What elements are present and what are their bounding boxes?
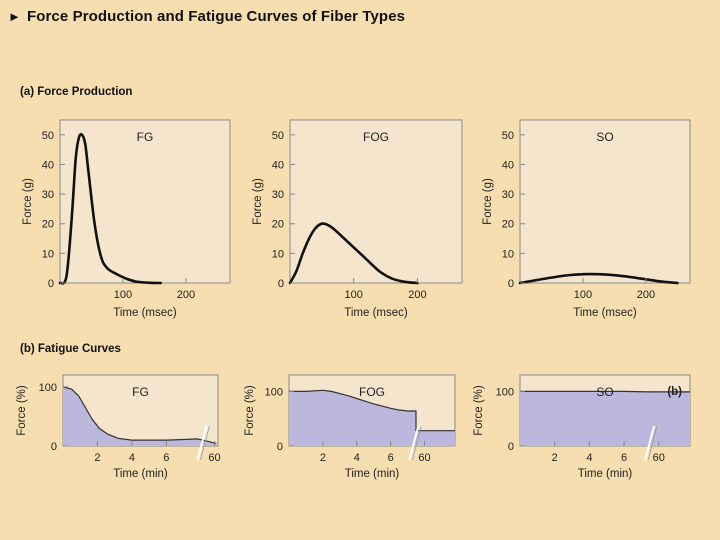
x-axis-label: Time (msec) [344, 307, 408, 319]
x-tick-label: 2 [320, 452, 326, 464]
y-axis-label: Force (g) [482, 178, 494, 225]
section-fatigue-curves: (b) Fatigue Curves [20, 343, 121, 355]
chart-fatigue-fg: 0 100 2 4 6 60 Time (min) Force (%) FG [16, 374, 221, 480]
y-tick-label: 10 [502, 248, 514, 260]
plot-area [519, 119, 691, 284]
x-tick-label: 200 [177, 289, 195, 301]
y-tick-label: 50 [272, 130, 284, 142]
x-tick-label: 6 [388, 452, 394, 464]
section-force-production: (a) Force Production [20, 86, 133, 98]
y-tick-label: 30 [272, 189, 284, 201]
y-tick-label: 20 [42, 219, 54, 231]
force-curve [288, 222, 419, 285]
x-tick-label: 4 [129, 452, 135, 464]
y-tick-label: 0 [508, 278, 514, 290]
panel-badge: (b) [667, 386, 682, 398]
x-tick-label: 60 [418, 452, 430, 464]
y-tick-label: 20 [272, 219, 284, 231]
x-axis-label: Time (min) [578, 468, 633, 480]
page-title-text: Force Production and Fatigue Curves of F… [26, 8, 406, 25]
y-axis-label: Force (%) [244, 385, 256, 436]
page-title: ► Force Production and Fatigue Curves of … [8, 8, 405, 25]
force-curve [58, 132, 162, 285]
panel-label: FOG [359, 385, 385, 399]
panel-label: FG [132, 385, 149, 399]
y-axis-label: Force (g) [252, 178, 264, 225]
y-tick-label: 20 [502, 219, 514, 231]
x-tick-label: 2 [552, 452, 558, 464]
chart-fatigue-so: 0 100 2 4 6 60 Time (min) Force (%) SO (b) [473, 374, 691, 480]
x-tick-label: 4 [354, 452, 360, 464]
x-tick-label: 100 [574, 289, 592, 301]
y-tick-label: 30 [42, 189, 54, 201]
x-tick-label: 6 [621, 452, 627, 464]
axis-break-mark [200, 425, 210, 461]
fatigue-area [520, 391, 690, 446]
y-tick-label: 0 [277, 441, 283, 453]
y-tick-label: 40 [502, 159, 514, 171]
y-tick-label: 0 [51, 441, 57, 453]
force-curve [518, 272, 679, 285]
y-tick-label: 10 [272, 248, 284, 260]
panel-label: SO [596, 130, 613, 144]
chart-fatigue-fog: 0 100 2 4 6 60 Time (min) Force (%) FOG [244, 374, 456, 480]
y-tick-label: 100 [265, 386, 283, 398]
panel-label: FOG [363, 130, 389, 144]
title-marker-icon: ► [8, 9, 21, 24]
axis-break-mark [408, 425, 420, 461]
y-tick-label: 50 [502, 130, 514, 142]
y-tick-label: 10 [42, 248, 54, 260]
panel-label: SO [596, 385, 613, 399]
x-axis-label: Time (msec) [113, 307, 177, 319]
panel-label: FG [137, 130, 154, 144]
x-tick-label: 100 [345, 289, 363, 301]
x-tick-label: 6 [163, 452, 169, 464]
y-tick-label: 40 [42, 159, 54, 171]
y-axis-label: Force (g) [22, 178, 34, 225]
y-tick-label: 0 [48, 278, 54, 290]
x-tick-label: 100 [114, 289, 132, 301]
plot-area [59, 119, 231, 284]
x-tick-label: 60 [208, 452, 220, 464]
x-tick-label: 200 [408, 289, 426, 301]
y-tick-label: 100 [39, 382, 57, 394]
y-axis-label: Force (%) [16, 385, 28, 436]
fatigue-area [63, 386, 217, 446]
axis-break-mark [196, 425, 208, 461]
x-tick-label: 200 [637, 289, 655, 301]
plot-area [289, 119, 463, 284]
y-tick-label: 50 [42, 130, 54, 142]
y-tick-label: 100 [496, 386, 514, 398]
x-axis-label: Time (msec) [573, 307, 637, 319]
axis-break-mark [647, 425, 658, 461]
y-axis-label: Force (%) [473, 385, 485, 436]
x-tick-label: 2 [94, 452, 100, 464]
fatigue-area [289, 390, 455, 446]
x-tick-label: 60 [653, 452, 665, 464]
y-tick-label: 30 [502, 189, 514, 201]
x-axis-label: Time (min) [345, 468, 400, 480]
axis-break-mark [644, 425, 656, 461]
y-tick-label: 40 [272, 159, 284, 171]
x-tick-label: 4 [586, 452, 592, 464]
y-tick-label: 0 [278, 278, 284, 290]
x-axis-label: Time (min) [113, 468, 168, 480]
y-tick-label: 0 [508, 441, 514, 453]
fatigue-line [520, 390, 690, 393]
fatigue-line [62, 386, 217, 445]
axis-break-mark [411, 425, 422, 461]
